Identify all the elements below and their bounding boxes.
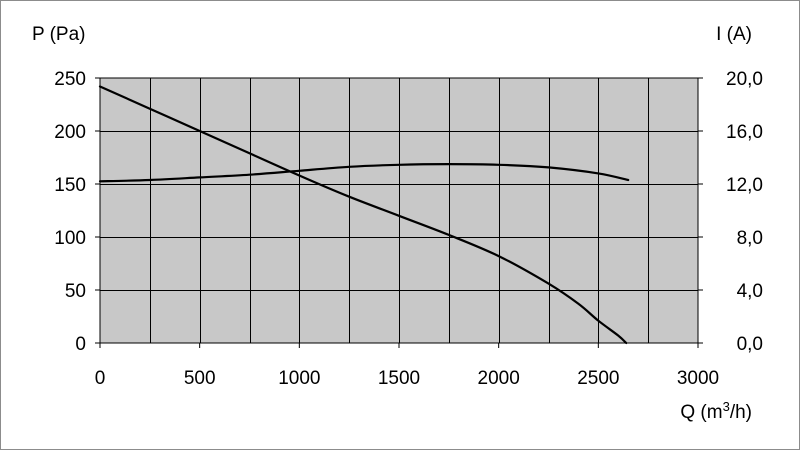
y-left-tick-label: 200: [54, 122, 86, 143]
current-curve: [98, 163, 630, 183]
x-axis-label: Q (m3/h): [680, 399, 752, 423]
y-right-axis-label: I (A): [716, 24, 752, 45]
y-left-tick-label: 0: [75, 334, 86, 355]
x-tick-label: 1000: [278, 368, 320, 389]
y-right-tick-label: 20,0: [726, 69, 763, 90]
x-tick-label: 500: [184, 368, 216, 389]
y-right-tick-label: 4,0: [737, 281, 763, 302]
y-left-tick-label: 150: [54, 175, 86, 196]
pressure-curve: [98, 85, 628, 345]
x-axis-label-suffix: /h): [730, 402, 752, 423]
y-left-tick-label: 50: [65, 281, 86, 302]
x-axis-label-prefix: Q (m: [680, 402, 722, 423]
y-right-tick-label: 0,0: [737, 334, 763, 355]
y-right-tick-label: 8,0: [737, 228, 763, 249]
x-tick-label: 2500: [577, 368, 619, 389]
y-left-axis-label: P (Pa): [32, 24, 86, 45]
axis-ticks: 0 500 1000 1500 2000 2500 3000 0 50 100 150 200 250 0…: [54, 69, 763, 389]
y-right-tick-label: 16,0: [726, 122, 763, 143]
y-left-tick-label: 100: [54, 228, 86, 249]
x-tick-label: 3000: [677, 368, 719, 389]
x-tick-label: 0: [95, 368, 106, 389]
y-left-tick-label: 250: [54, 69, 86, 90]
x-tick-label: 2000: [478, 368, 520, 389]
x-axis-label-sup: 3: [723, 399, 730, 414]
y-right-tick-label: 12,0: [726, 175, 763, 196]
series-lines: [98, 85, 630, 345]
x-tick-label: 1500: [378, 368, 420, 389]
